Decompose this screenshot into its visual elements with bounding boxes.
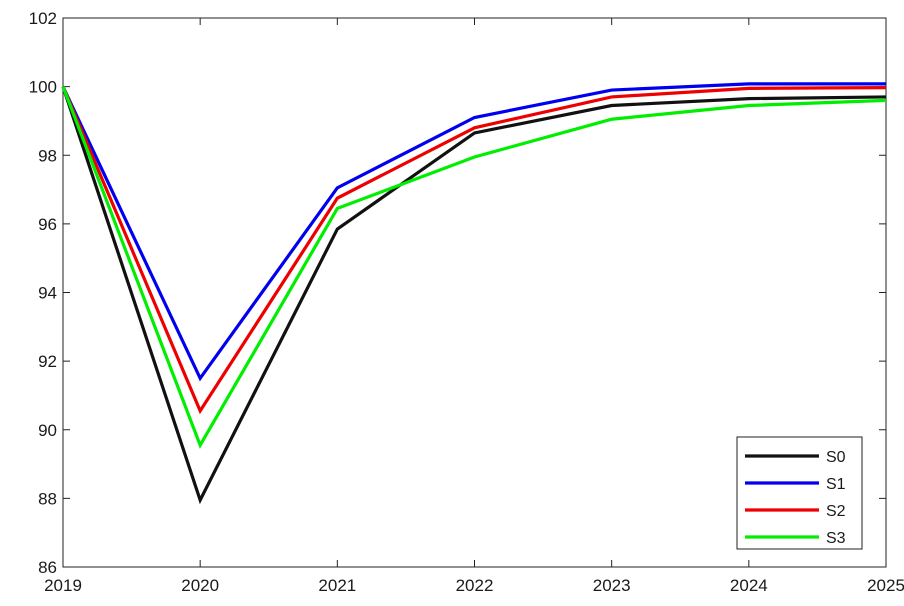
y-tick-label: 86 xyxy=(38,558,57,577)
y-tick-label: 96 xyxy=(38,215,57,234)
y-tick-label: 92 xyxy=(38,352,57,371)
y-tick-label: 102 xyxy=(29,9,57,28)
series-line-s3 xyxy=(61,86,887,449)
series-lines xyxy=(61,82,887,505)
x-tick-label: 2023 xyxy=(593,576,631,595)
x-tick-label: 2022 xyxy=(456,576,494,595)
x-tick-label: 2024 xyxy=(730,576,768,595)
y-axis-ticks: 86 88 90 92 94 96 98 100 102 xyxy=(29,9,886,577)
series-line-s1 xyxy=(61,82,886,382)
y-tick-label: 94 xyxy=(38,284,57,303)
legend-label-s1: S1 xyxy=(826,476,846,493)
x-tick-label: 2020 xyxy=(181,576,219,595)
x-tick-label: 2019 xyxy=(44,576,82,595)
series-line-s2 xyxy=(61,86,887,415)
y-tick-label: 98 xyxy=(38,146,57,165)
legend-label-s0: S0 xyxy=(826,449,846,466)
x-tick-label: 2021 xyxy=(318,576,356,595)
y-tick-label: 100 xyxy=(29,78,57,97)
y-tick-label: 90 xyxy=(38,421,57,440)
series-line-s0 xyxy=(61,86,887,505)
x-axis-ticks: 2019 2020 2021 2022 2023 2024 2025 xyxy=(44,18,904,595)
legend-label-s2: S2 xyxy=(826,503,846,520)
legend: S0 S1 S2 S3 xyxy=(736,436,863,550)
y-tick-label: 88 xyxy=(38,489,57,508)
legend-label-s3: S3 xyxy=(826,530,846,547)
x-tick-label: 2025 xyxy=(867,576,904,595)
